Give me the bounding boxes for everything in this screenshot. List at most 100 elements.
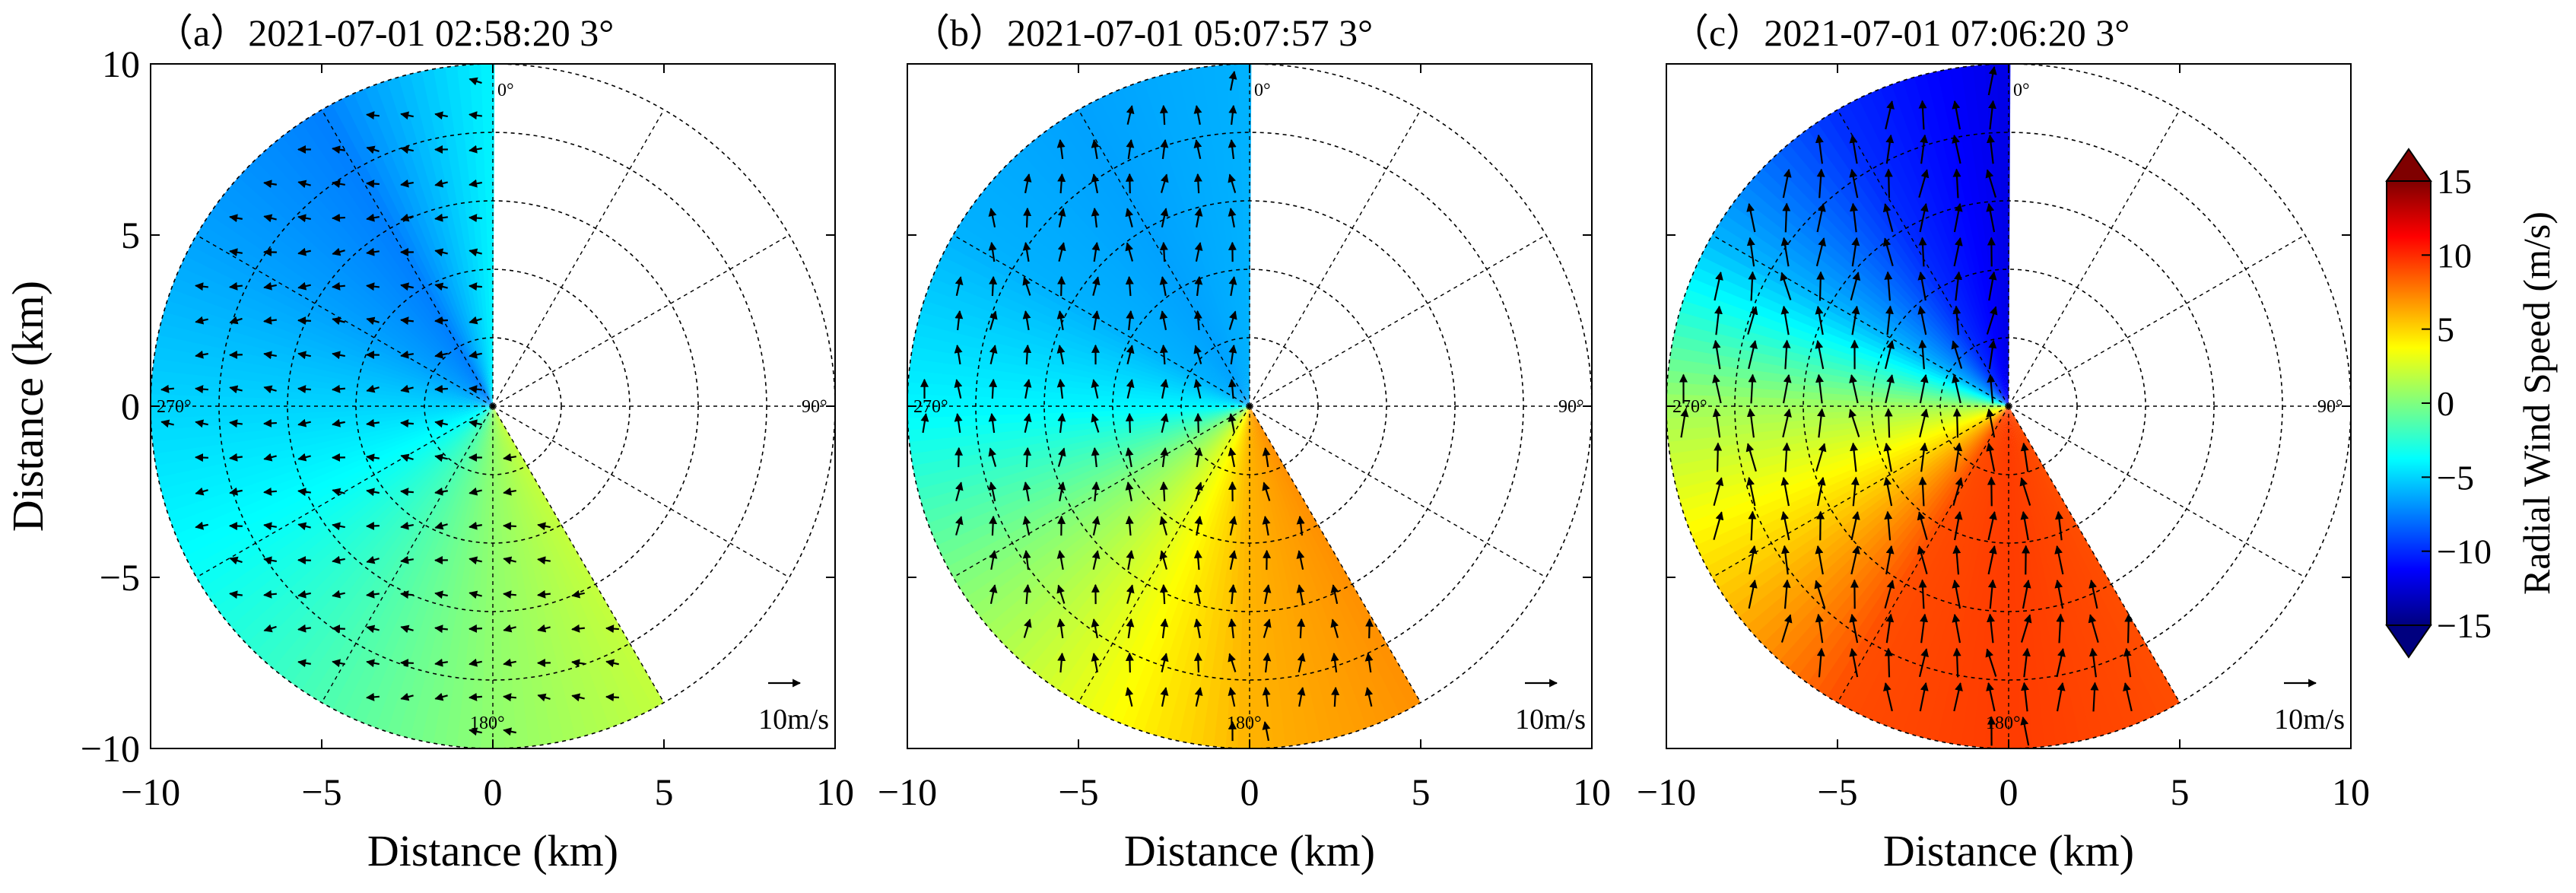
wind-vector xyxy=(1126,345,1135,364)
azimuth-spoke xyxy=(2008,234,2306,407)
wind-vector xyxy=(1194,516,1203,536)
wind-vector xyxy=(1228,104,1237,126)
radial-speed-cell xyxy=(1120,406,1250,728)
wind-vector xyxy=(1228,618,1237,639)
wind-vector xyxy=(297,418,311,427)
wind-vector xyxy=(400,590,414,599)
radial-speed-cell xyxy=(2009,406,2159,720)
wind-vector xyxy=(503,727,516,736)
wind-vector xyxy=(954,446,964,468)
wind-vector xyxy=(1263,618,1272,638)
wind-vector xyxy=(1952,545,1961,575)
radial-speed-cell xyxy=(1213,64,1250,406)
panel-a-xtick-label: 10 xyxy=(816,771,854,813)
wind-vector xyxy=(1297,687,1306,707)
radial-speed-cell xyxy=(493,406,664,710)
panel-c-xtick-label: 0 xyxy=(1999,771,2019,813)
wind-vector xyxy=(195,453,208,462)
wind-vector xyxy=(1815,305,1824,335)
wind-vector xyxy=(229,350,243,359)
radial-speed-cell xyxy=(1739,184,2009,407)
radial-speed-cell xyxy=(341,406,493,720)
wind-vector xyxy=(1126,584,1135,604)
wind-vector xyxy=(1952,134,1961,164)
radial-speed-cell xyxy=(253,406,493,661)
wind-vector xyxy=(988,208,997,228)
wind-vector xyxy=(229,453,243,462)
colorbar-tick-label: 0 xyxy=(2437,384,2454,423)
radial-speed-cell xyxy=(1028,406,1250,676)
wind-vector xyxy=(1126,379,1135,399)
wind-vector xyxy=(1815,545,1824,575)
wind-vector xyxy=(1985,169,1997,198)
wind-vector xyxy=(469,590,482,599)
radial-speed-cell xyxy=(1724,203,2009,406)
wind-vector xyxy=(1850,510,1860,541)
radial-speed-cell xyxy=(481,64,495,407)
radial-speed-cell xyxy=(179,254,493,406)
wind-vector xyxy=(1228,653,1237,672)
radial-speed-cell xyxy=(2009,406,2104,739)
radial-speed-cell xyxy=(932,265,1250,406)
radial-speed-cell xyxy=(376,80,493,406)
wind-vector xyxy=(1952,100,1961,130)
wind-vector xyxy=(1262,516,1271,536)
radial-speed-cell xyxy=(946,406,1250,577)
wind-vector xyxy=(400,350,414,359)
radial-speed-cell xyxy=(1250,406,1378,729)
wind-vector xyxy=(366,384,380,393)
wind-vector xyxy=(1885,374,1895,404)
azimuth-spoke xyxy=(952,405,1250,578)
radial-speed-cell xyxy=(1723,406,2009,608)
wind-vector xyxy=(2020,614,2032,643)
wind-vector xyxy=(1022,310,1031,331)
wind-vector xyxy=(1919,373,1929,404)
wind-vector xyxy=(1125,481,1134,502)
azimuth-spoke xyxy=(952,234,1250,407)
radial-speed-cell xyxy=(1679,406,2009,513)
radial-speed-cell xyxy=(223,184,493,407)
wind-vector xyxy=(1780,545,1790,575)
wind-vector xyxy=(1056,345,1066,365)
wind-vector xyxy=(503,556,516,565)
radial-speed-cell xyxy=(1237,64,1252,407)
wind-vector xyxy=(1194,208,1203,228)
wind-vector xyxy=(297,281,311,291)
wind-vector xyxy=(469,77,482,86)
radial-speed-cell xyxy=(1250,406,1356,736)
wind-vector xyxy=(1023,379,1032,399)
radial-speed-cell xyxy=(272,135,493,407)
wind-vector xyxy=(1782,339,1791,370)
wind-vector xyxy=(1987,545,1997,575)
radial-speed-cell xyxy=(1108,406,1250,724)
wind-vector xyxy=(954,379,963,399)
panel-c: 0° 90° 180° 270° 10m/s （c）2021-07-01 07:… xyxy=(1637,11,2370,876)
wind-vector xyxy=(366,453,380,462)
wind-vector xyxy=(263,522,277,531)
radial-speed-cell xyxy=(310,406,493,703)
radial-speed-cell xyxy=(1761,406,2009,653)
wind-vector xyxy=(1023,344,1032,365)
radial-speed-cell xyxy=(208,406,493,608)
wind-vector xyxy=(434,350,448,359)
radial-speed-cell xyxy=(215,194,493,407)
wind-vector xyxy=(469,282,482,291)
radial-speed-cell xyxy=(923,406,1250,523)
colorbar-tick-label: 10 xyxy=(2437,236,2472,275)
radial-speed-cell xyxy=(1867,406,2009,724)
wind-vector xyxy=(1160,138,1169,160)
radial-speed-cell xyxy=(980,184,1250,407)
wind-vector xyxy=(1022,276,1031,296)
radial-speed-cell xyxy=(170,406,493,535)
wind-vector xyxy=(434,658,448,667)
wind-vector xyxy=(366,145,380,154)
colorbar-tick-label: −15 xyxy=(2437,606,2492,645)
wind-vector xyxy=(1194,242,1203,262)
wind-vector xyxy=(1883,442,1892,472)
wind-vector xyxy=(1918,237,1927,267)
wind-vector xyxy=(1160,446,1169,468)
wind-vector xyxy=(1160,687,1169,707)
panel-b-polar-grid xyxy=(907,63,1593,749)
wind-vector xyxy=(366,418,380,427)
wind-vector xyxy=(1882,237,1894,266)
